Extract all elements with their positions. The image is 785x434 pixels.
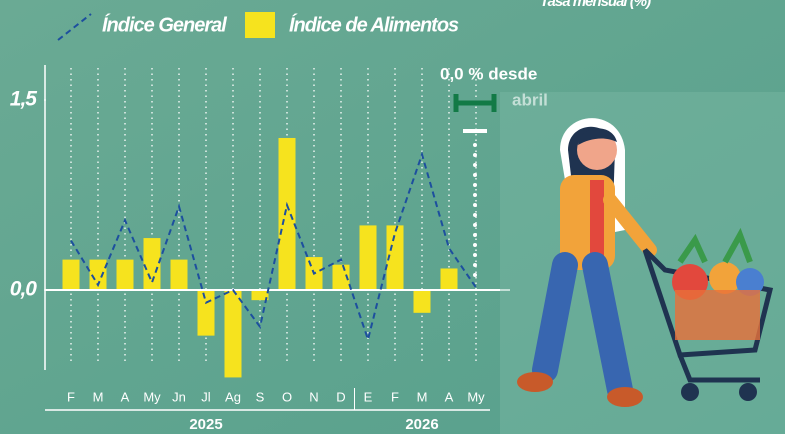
x-tick-label: D xyxy=(336,389,345,404)
x-tick-label: S xyxy=(256,389,265,404)
x-tick-label: E xyxy=(364,389,373,404)
bar xyxy=(63,260,80,290)
legend-label: Índice de Alimentos xyxy=(289,13,459,36)
bar xyxy=(279,138,296,290)
annotation: 0,0 % desde xyxy=(440,64,537,83)
bar xyxy=(225,290,242,377)
x-tick-label: N xyxy=(309,389,318,404)
x-tick-label: M xyxy=(417,389,428,404)
legend-label: Índice General xyxy=(102,13,227,36)
legend-swatch xyxy=(245,12,275,38)
y-tick-label: 0,0 xyxy=(10,278,38,301)
x-tick-label: Ag xyxy=(225,389,241,404)
bar xyxy=(198,290,215,336)
x-tick-label: M xyxy=(93,389,104,404)
x-tick-label: O xyxy=(282,389,292,404)
year-label: 2026 xyxy=(405,416,438,433)
chart: 0,0 1,5 F M A My Jn Jl Ag S O N D E F M A My 2025 2026 0,0 %… xyxy=(0,0,785,434)
bar xyxy=(360,225,377,290)
x-tick-label: Jl xyxy=(201,389,211,404)
subtitle: Tasa mensual (%) xyxy=(540,0,651,10)
bar xyxy=(414,290,431,313)
bar xyxy=(441,268,458,290)
x-tick-label: My xyxy=(143,389,161,404)
bar xyxy=(144,238,161,290)
x-tick-label: A xyxy=(121,389,130,404)
x-tick-label: A xyxy=(445,389,454,404)
x-tick-label: F xyxy=(391,389,399,404)
x-tick-label: My xyxy=(467,389,485,404)
y-tick-label: 1,5 xyxy=(10,88,38,111)
bar xyxy=(117,260,134,290)
x-tick-label: Jn xyxy=(172,389,186,404)
bar xyxy=(171,260,188,290)
x-tick-label: F xyxy=(67,389,75,404)
year-label: 2025 xyxy=(189,416,222,433)
